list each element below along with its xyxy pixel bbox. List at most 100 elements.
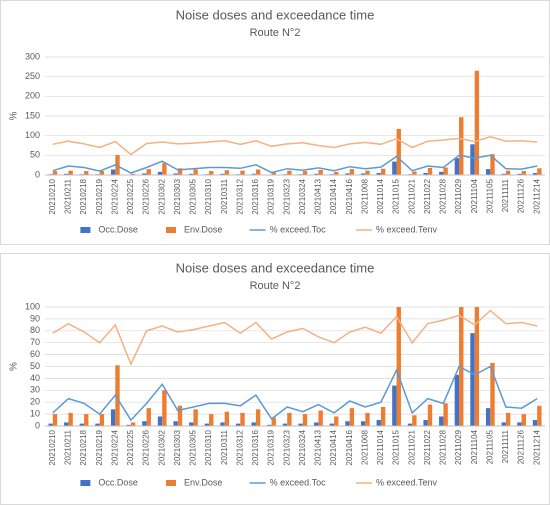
x-tick-label: 20210211	[64, 178, 73, 214]
x-tick-label: 20210225	[126, 178, 135, 214]
x-tick-label: 20210312	[235, 429, 244, 465]
y-tick-label: 50	[30, 150, 40, 160]
x-tick-label: 20211015	[392, 178, 401, 214]
bar	[505, 170, 511, 175]
legend-label: % exceed.Toc	[270, 477, 327, 487]
bar	[532, 420, 538, 426]
x-tick-label: 20210414	[329, 429, 338, 465]
bar	[68, 170, 73, 175]
x-tick-label: 20211022	[423, 178, 432, 214]
bar	[485, 408, 491, 426]
bar	[427, 404, 433, 426]
bar	[251, 422, 256, 426]
y-axis-label: %	[9, 362, 20, 371]
bar	[130, 173, 136, 175]
bar	[235, 423, 241, 426]
bar	[396, 307, 401, 426]
legend-label: % exceed.Toc	[270, 224, 327, 234]
legend-label: Env.Dose	[184, 477, 222, 487]
bar	[517, 422, 522, 426]
bar	[287, 412, 292, 426]
bar	[521, 171, 526, 175]
bar	[64, 173, 69, 175]
y-tick-label: 20	[30, 397, 40, 407]
bar	[302, 414, 308, 426]
bar	[209, 414, 214, 426]
bar	[271, 172, 276, 175]
x-tick-label: 20210311	[220, 429, 229, 465]
bar	[68, 412, 73, 426]
y-tick-label: 80	[30, 325, 40, 335]
bar	[146, 169, 151, 175]
x-tick-label: 20210305	[189, 429, 198, 465]
bar	[392, 385, 397, 426]
line	[52, 154, 538, 174]
x-tick-label: 20210219	[95, 429, 104, 465]
bar	[459, 307, 464, 426]
bar	[142, 421, 147, 426]
bar	[115, 154, 120, 175]
plot-area	[48, 307, 542, 426]
bar	[501, 173, 506, 175]
x-tick-label: 20211029	[454, 429, 463, 465]
bar	[157, 416, 163, 426]
bar	[110, 409, 116, 426]
x-tick-label: 20210413	[314, 429, 323, 465]
bar	[392, 161, 397, 175]
x-tick-label: 20211021	[407, 178, 416, 214]
y-tick-label: 100	[25, 301, 40, 311]
bar	[490, 154, 495, 175]
bar	[220, 422, 225, 426]
x-tick-label: 20210316	[251, 429, 260, 465]
bar	[79, 423, 85, 426]
bar	[505, 412, 511, 426]
line	[52, 136, 538, 156]
bar	[380, 406, 386, 426]
x-tick-label: 20210303	[173, 429, 182, 465]
bar	[115, 365, 120, 426]
x-tick-label: 20210414	[329, 178, 338, 214]
x-tick-label: 20210303	[173, 178, 182, 214]
bar	[146, 408, 151, 426]
chart-border	[0, 0, 550, 245]
bar	[84, 414, 89, 426]
x-tick-label: 20211014	[376, 429, 385, 465]
chart: Noise doses and exceedance time Route N°2…	[0, 0, 550, 245]
x-tick-label: 20210413	[314, 178, 323, 214]
x-tick-label: 20211111	[501, 429, 510, 463]
bar	[360, 421, 366, 426]
bar	[345, 173, 350, 175]
bar	[412, 415, 417, 426]
bar	[302, 171, 308, 175]
bar	[365, 170, 370, 175]
bar	[240, 412, 245, 426]
bar	[485, 169, 491, 175]
bar	[439, 416, 444, 426]
bar	[126, 424, 131, 426]
y-tick-label: 50	[30, 361, 40, 371]
chart-subtitle: Route N°2	[250, 27, 301, 39]
x-tick-label: 20210316	[251, 178, 260, 214]
bar	[314, 173, 319, 175]
chart-title: Noise doses and exceedance time	[176, 7, 375, 22]
bar	[282, 423, 288, 426]
bar	[443, 167, 448, 175]
bar	[157, 171, 163, 175]
bar	[314, 422, 319, 426]
y-tick-label: 60	[30, 349, 40, 359]
bar	[360, 173, 366, 175]
x-tick-label: 20211111	[501, 178, 510, 212]
bar	[224, 170, 230, 175]
bar	[470, 144, 475, 175]
x-tick-label: 20211021	[407, 429, 416, 465]
y-tick-label: 250	[25, 71, 40, 81]
y-tick-label: 10	[30, 408, 40, 418]
bar	[396, 128, 401, 175]
bar	[459, 117, 464, 175]
bar	[52, 171, 58, 175]
x-tick-label: 20210224	[110, 429, 119, 465]
x-tick-label: 20211214	[532, 429, 541, 465]
bar	[287, 170, 292, 175]
bar	[95, 423, 100, 426]
x-tick-label: 20210302	[157, 429, 166, 465]
